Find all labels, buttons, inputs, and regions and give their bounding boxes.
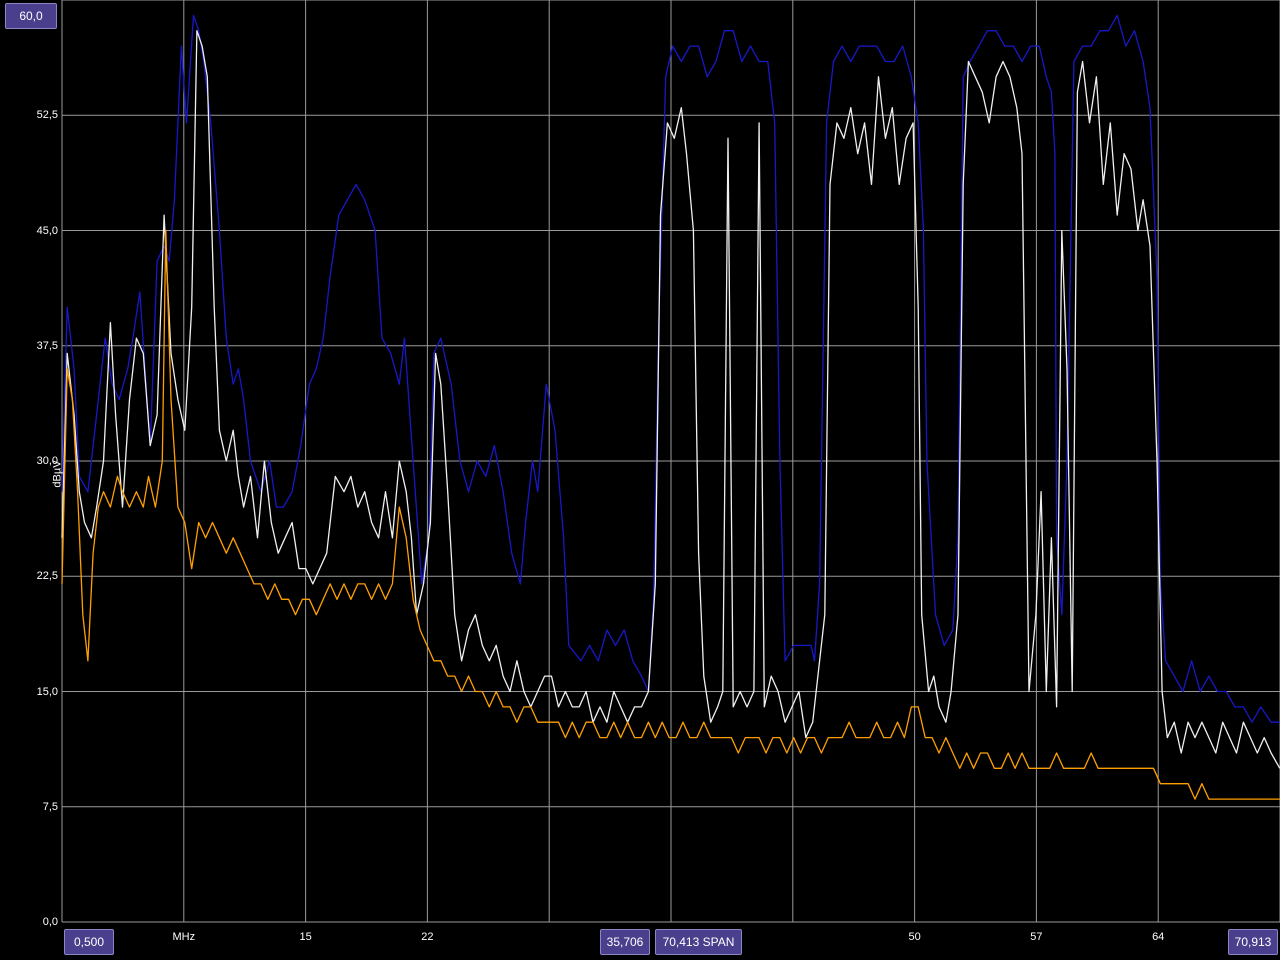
traces <box>61 14 1280 800</box>
unit-label: dBµV <box>51 460 64 488</box>
y-tick-label: 52,5 <box>36 109 58 122</box>
y-tick-label: 30,0 <box>36 455 58 467</box>
x-tick-label: 22 <box>421 931 434 943</box>
grid-lines <box>61 0 1280 923</box>
x-tick-label: MHz <box>172 931 196 943</box>
trace-0 <box>61 14 1280 723</box>
y-tick-label: 0,0 <box>42 916 58 928</box>
x-tick-label: 15 <box>299 931 312 943</box>
span-button[interactable]: 70,413 SPAN <box>655 929 742 955</box>
stop-frequency-button[interactable]: 70,913 <box>1228 929 1278 955</box>
trace-2 <box>61 229 1280 800</box>
trace-1 <box>61 30 1280 769</box>
ymax-marker-button[interactable]: 60,0 <box>5 3 57 29</box>
start-frequency-button[interactable]: 0,500 <box>64 929 114 955</box>
y-tick-label: 7,5 <box>42 800 58 813</box>
y-tick-label: 45,0 <box>36 224 58 237</box>
x-tick-label: 64 <box>1152 931 1165 943</box>
y-tick-label: 22,5 <box>36 570 58 583</box>
center-frequency-button[interactable]: 35,706 <box>600 929 650 955</box>
x-tick-label: 50 <box>908 931 921 943</box>
y-tick-label: 15,0 <box>36 685 58 698</box>
y-tick-label: 37,5 <box>36 339 58 352</box>
x-tick-label: 57 <box>1030 931 1043 943</box>
